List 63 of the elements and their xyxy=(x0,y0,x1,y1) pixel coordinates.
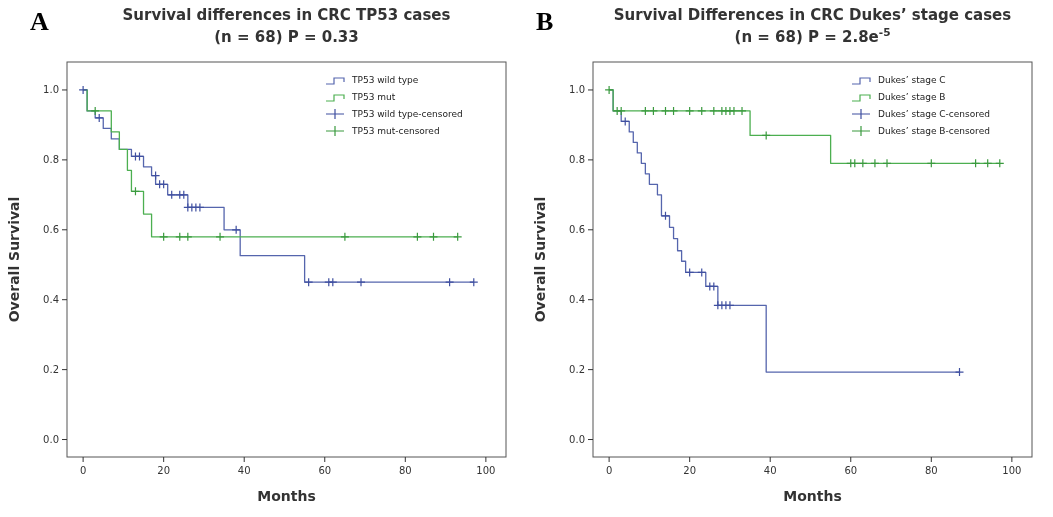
point xyxy=(954,367,965,377)
legend-label: TP53 wild type xyxy=(351,75,419,86)
legend-label: TP53 mut xyxy=(351,92,396,103)
chart-title: Survival Differences in CRC Dukes’ stage cases xyxy=(613,6,1012,24)
x-tick-label: 100 xyxy=(1002,465,1022,476)
x-tick-label: 100 xyxy=(476,465,496,476)
x-axis-title: Months xyxy=(257,488,316,504)
y-tick-label: 0.0 xyxy=(569,434,585,446)
point xyxy=(215,232,225,242)
point xyxy=(604,85,614,95)
x-tick-label: 20 xyxy=(683,465,697,476)
point xyxy=(356,277,366,287)
point xyxy=(870,158,880,168)
x-tick-label: 40 xyxy=(763,465,777,476)
text: B xyxy=(536,7,554,36)
point xyxy=(195,202,205,213)
point xyxy=(729,106,739,116)
y-tick-label: 0.6 xyxy=(569,224,585,236)
point xyxy=(340,232,350,242)
y-tick-label: 0.8 xyxy=(43,154,59,166)
point xyxy=(648,106,659,116)
x-tick-label: 0 xyxy=(605,465,613,476)
y-tick-label: 0.8 xyxy=(569,154,585,166)
x-tick-label: 60 xyxy=(844,465,858,476)
chart-subtitle: (n = 68) P = 2.8e$^{-5}$ xyxy=(734,26,891,46)
y-tick-label: 0.4 xyxy=(569,294,585,306)
x-tick-label: 80 xyxy=(924,465,938,476)
legend-label: Dukes’ stage B-censored xyxy=(878,126,990,137)
chart-subtitle: (n = 68) P = 0.33 xyxy=(214,28,359,46)
y-tick-label: 0.2 xyxy=(569,364,585,376)
y-tick-label: 0.2 xyxy=(43,364,59,376)
y-tick-label: 0.4 xyxy=(43,294,59,306)
legend-label: TP53 wild type-censored xyxy=(351,109,463,120)
text: A xyxy=(30,7,49,36)
point xyxy=(660,106,671,116)
point xyxy=(685,106,695,116)
point xyxy=(697,106,707,116)
y-tick-label: 1.0 xyxy=(43,84,59,96)
x-tick-label: 40 xyxy=(237,465,251,476)
x-tick-label: 60 xyxy=(318,465,332,476)
point xyxy=(737,106,747,116)
point xyxy=(94,113,104,123)
chart-title: Survival differences in CRC TP53 cases xyxy=(122,6,451,24)
y-tick-label: 0.0 xyxy=(43,434,59,446)
y-axis-title: Overall Survival xyxy=(6,196,22,323)
legend-label: Dukes’ stage C xyxy=(878,75,946,86)
x-tick-label: 20 xyxy=(157,465,171,476)
point xyxy=(725,300,735,310)
point xyxy=(668,106,679,116)
point xyxy=(882,158,892,168)
y-tick-label: 1.0 xyxy=(569,84,585,96)
legend-label: TP53 mut-censored xyxy=(351,126,440,137)
point xyxy=(78,85,88,95)
point xyxy=(90,106,100,116)
point xyxy=(640,106,650,116)
y-axis-title: Overall Survival xyxy=(532,196,548,323)
point xyxy=(709,106,719,116)
legend-label: Dukes’ stage C-censored xyxy=(878,109,990,120)
y-tick-label: 0.6 xyxy=(43,224,59,236)
x-axis-title: Months xyxy=(783,488,842,504)
legend-label: Dukes’ stage B xyxy=(878,92,946,103)
x-tick-label: 0 xyxy=(79,465,87,476)
x-tick-label: 80 xyxy=(398,465,412,476)
